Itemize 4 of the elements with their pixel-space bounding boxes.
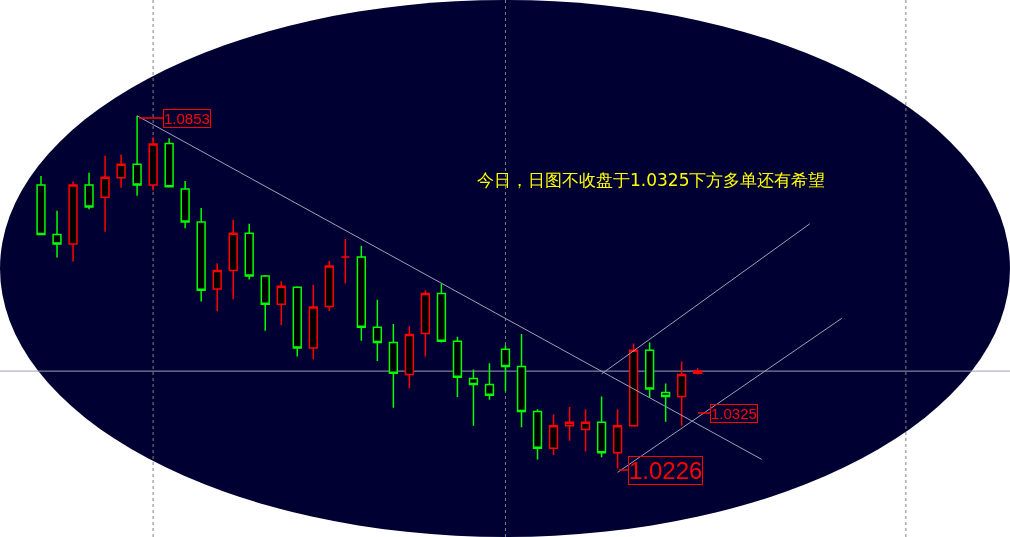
text: 今日，日图不收盘于1.0325下方多单还有希望 xyxy=(477,170,826,190)
annotation: 1.0325 xyxy=(711,405,757,422)
annotation: 1.0226 xyxy=(629,457,703,484)
annotation: 1.0853 xyxy=(164,110,210,127)
